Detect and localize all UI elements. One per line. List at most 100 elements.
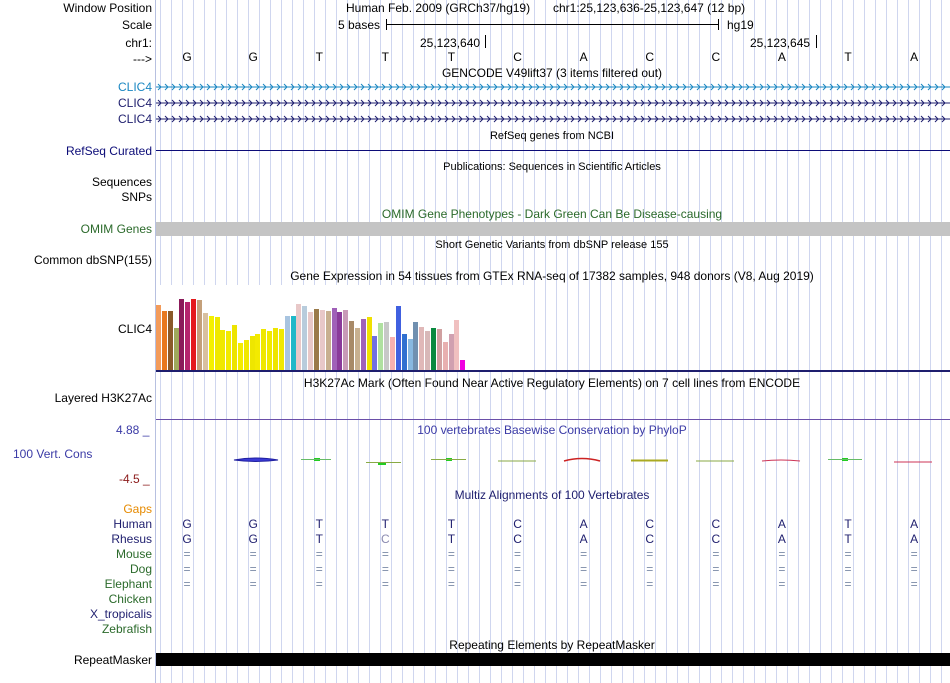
gtex-tissue-bar[interactable] [349, 320, 355, 370]
gtex-tissue-bar[interactable] [202, 313, 208, 370]
refseq-gene-line[interactable] [156, 150, 950, 151]
gtex-tissue-bar[interactable] [343, 309, 349, 370]
publications-label-sequences[interactable]: Sequences [91, 175, 152, 189]
h3k27ac-label[interactable]: Layered H3K27Ac [54, 391, 152, 405]
repeatmasker-label[interactable]: RepeatMasker [73, 653, 152, 667]
multiz-species-label[interactable]: X_tropicalis [89, 607, 152, 621]
gtex-tissue-bar[interactable] [179, 299, 185, 370]
gtex-tissue-bar[interactable] [454, 319, 460, 370]
h3k27ac-title[interactable]: H3K27Ac Mark (Often Found Near Active Re… [303, 376, 801, 390]
gtex-tissue-bar[interactable] [173, 327, 179, 370]
multiz-title[interactable]: Multiz Alignments of 100 Vertebrates [454, 488, 650, 502]
gtex-tissue-bar[interactable] [331, 307, 337, 370]
gtex-tissue-bar[interactable] [413, 321, 419, 370]
gtex-tissue-bar[interactable] [232, 324, 238, 370]
grid-line [666, 0, 667, 683]
dbsnp-title[interactable]: Short Genetic Variants from dbSNP releas… [435, 239, 669, 251]
gtex-tissue-bar[interactable] [156, 305, 161, 370]
omim-title[interactable]: OMIM Gene Phenotypes - Dark Green Can Be… [381, 207, 723, 221]
gtex-tissue-bar[interactable] [419, 326, 425, 370]
grid-line [589, 0, 590, 683]
gtex-tissue-bar[interactable] [425, 330, 431, 370]
gtex-tissue-bar[interactable] [325, 310, 331, 370]
gtex-tissue-bar[interactable] [390, 336, 395, 370]
grid-line [864, 0, 865, 683]
gtex-tissue-bar[interactable] [191, 299, 197, 370]
strand-chevron [262, 83, 267, 91]
publications-label-snps[interactable]: SNPs [121, 190, 152, 204]
gtex-tissue-bar[interactable] [354, 327, 360, 370]
gtex-tissue-bar[interactable] [442, 341, 448, 370]
phylop-label[interactable]: 100 Vert. Cons [13, 447, 93, 461]
multiz-base: = [381, 577, 389, 591]
multiz-species-label[interactable]: Zebrafish [101, 622, 152, 636]
gencode-item-label-3[interactable]: CLIC4 [117, 112, 152, 126]
refseq-title[interactable]: RefSeq genes from NCBI [489, 130, 615, 142]
multiz-species-label[interactable]: Rhesus [111, 532, 152, 546]
gencode-title[interactable]: GENCODE V49lift37 (3 items filtered out) [441, 66, 663, 80]
gtex-tissue-bar[interactable] [448, 334, 454, 370]
gtex-tissue-bar[interactable] [185, 302, 191, 370]
gtex-tissue-bar[interactable] [313, 308, 319, 370]
phylop-title[interactable]: 100 vertebrates Basewise Conservation by… [417, 423, 687, 437]
dbsnp-label[interactable]: Common dbSNP(155) [33, 253, 152, 267]
gtex-tissue-bar[interactable] [267, 330, 273, 370]
multiz-species-label[interactable]: Elephant [104, 577, 152, 591]
repeatmasker-title[interactable]: Repeating Elements by RepeatMasker [449, 638, 655, 652]
gtex-tissue-bar[interactable] [378, 323, 384, 370]
strand-chevron [192, 99, 197, 107]
omim-feature-bar[interactable] [156, 222, 950, 236]
omim-label[interactable]: OMIM Genes [80, 222, 152, 236]
gtex-tissue-bar[interactable] [255, 334, 261, 370]
gtex-tissue-bar[interactable] [226, 330, 232, 370]
gtex-tissue-bar[interactable] [243, 340, 249, 370]
multiz-species-label[interactable]: Dog [129, 562, 152, 576]
gtex-tissue-bar[interactable] [273, 327, 278, 370]
gtex-tissue-bar[interactable] [460, 359, 466, 370]
multiz-species-label[interactable]: Human [113, 517, 152, 531]
gtex-tissue-bar[interactable] [366, 317, 372, 370]
multiz-species-label[interactable]: Mouse [115, 547, 152, 561]
gencode-item-label-1[interactable]: CLIC4 [117, 80, 152, 94]
publications-title[interactable]: Publications: Sequences in Scientific Ar… [443, 161, 661, 173]
gtex-tissue-bar[interactable] [407, 338, 413, 370]
gtex-title[interactable]: Gene Expression in 54 tissues from GTEx … [290, 269, 814, 283]
phylop-wiggle[interactable] [156, 450, 950, 470]
gtex-tissue-bar[interactable] [302, 306, 308, 370]
gtex-tissue-bar[interactable] [208, 316, 214, 370]
gtex-tissue-bar[interactable] [161, 311, 167, 370]
gtex-tissue-bar[interactable] [278, 329, 284, 370]
gtex-tissue-bar[interactable] [436, 329, 442, 370]
gtex-tissue-bar[interactable] [319, 309, 325, 370]
gtex-tissue-bar[interactable] [249, 336, 255, 370]
gtex-tissue-bar[interactable] [220, 330, 226, 370]
gtex-tissue-bar[interactable] [196, 300, 202, 370]
refseq-label[interactable]: RefSeq Curated [65, 144, 152, 158]
gencode-transcripts[interactable] [156, 82, 950, 126]
gtex-tissue-bar[interactable] [360, 319, 366, 370]
gtex-tissue-bar[interactable] [296, 303, 302, 370]
gtex-tissue-bar[interactable] [214, 317, 220, 370]
gtex-tissue-bar[interactable] [384, 322, 390, 370]
gtex-label[interactable]: CLIC4 [117, 322, 152, 336]
strand-chevron [941, 99, 946, 107]
multiz-species-label[interactable]: Chicken [108, 592, 152, 606]
chr-label: chr1: [125, 36, 152, 50]
gtex-tissue-bar[interactable] [308, 312, 314, 370]
gtex-tissue-bar[interactable] [430, 328, 436, 370]
gtex-tissue-bar[interactable] [401, 334, 407, 370]
gtex-tissue-bar[interactable] [290, 316, 296, 370]
scale-text[interactable]: 5 bases [338, 18, 381, 32]
gtex-tissue-bar[interactable] [237, 342, 243, 370]
gtex-tissue-bar[interactable] [395, 306, 401, 370]
gtex-tissue-bar[interactable] [167, 311, 173, 370]
gtex-tissue-bar[interactable] [337, 312, 343, 370]
gtex-tissue-bar[interactable] [372, 336, 378, 370]
gtex-tissue-bar[interactable] [261, 329, 267, 370]
strand-chevron [318, 115, 323, 123]
scale-bar-right-tick [718, 19, 719, 30]
multiz-gaps-label[interactable]: Gaps [123, 502, 152, 516]
gtex-tissue-bar[interactable] [284, 316, 290, 370]
gencode-item-label-2[interactable]: CLIC4 [117, 96, 152, 110]
repeatmasker-feature-bar[interactable] [156, 653, 950, 666]
